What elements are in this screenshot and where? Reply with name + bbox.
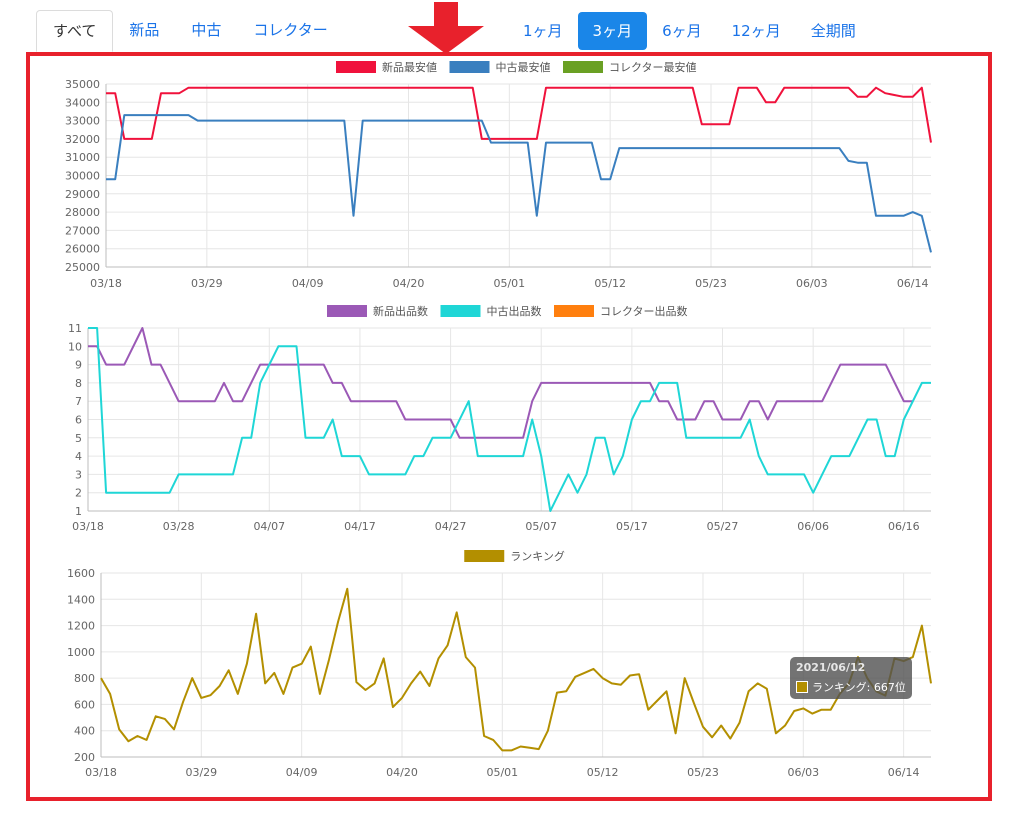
tab-range-all[interactable]: 全期間 (810, 22, 856, 40)
y-tick-label: 35000 (65, 78, 100, 91)
x-tick-label: 05/27 (707, 520, 739, 533)
series-line-0 (88, 327, 913, 439)
y-tick-label: 6 (75, 414, 82, 427)
x-tick-label: 04/20 (386, 766, 418, 779)
legend-label: コレクター最安値 (609, 60, 697, 74)
y-tick-label: 30000 (65, 170, 100, 183)
tooltip-swatch-icon (796, 681, 808, 693)
x-tick-label: 04/09 (286, 766, 318, 779)
tab-collector[interactable]: コレクター (253, 21, 328, 39)
red-arrow-down-icon (408, 2, 484, 54)
y-tick-label: 27000 (65, 224, 100, 237)
series-line-0 (106, 86, 932, 143)
x-tick-label: 05/01 (486, 766, 518, 779)
tooltip-value: ランキング: 667位 (812, 681, 906, 694)
x-tick-label: 05/23 (695, 277, 727, 290)
x-tick-label: 04/27 (435, 520, 467, 533)
x-tick-label: 05/17 (616, 520, 648, 533)
tab-used[interactable]: 中古 (191, 21, 222, 39)
y-tick-label: 200 (74, 751, 95, 764)
y-tick-label: 1200 (67, 620, 95, 633)
y-tick-label: 800 (74, 672, 95, 685)
y-tick-label: 600 (74, 698, 95, 711)
tab-range-12m[interactable]: 12ヶ月 (731, 22, 781, 40)
x-tick-label: 05/07 (525, 520, 557, 533)
y-tick-label: 29000 (65, 188, 100, 201)
x-tick-label: 04/09 (292, 277, 324, 290)
range-tabs: 1ヶ月 3ヶ月 6ヶ月 12ヶ月 全期間 (508, 12, 871, 50)
y-tick-label: 26000 (65, 243, 100, 256)
y-tick-label: 2 (75, 487, 82, 500)
legend-label: 新品最安値 (382, 60, 437, 74)
legend-swatch-1 (449, 61, 490, 73)
series-line-1 (88, 327, 931, 512)
x-tick-label: 06/14 (888, 766, 920, 779)
legend-label: 中古出品数 (487, 304, 542, 318)
x-tick-label: 03/29 (191, 277, 223, 290)
x-tick-label: 03/18 (90, 277, 122, 290)
tab-new[interactable]: 新品 (129, 21, 160, 39)
chart-tooltip: 2021/06/12 ランキング: 667位 (790, 657, 912, 699)
y-tick-label: 8 (75, 377, 82, 390)
x-tick-label: 06/03 (787, 766, 819, 779)
legend-label: コレクター出品数 (600, 304, 688, 318)
y-tick-label: 4 (75, 450, 82, 463)
series-line-1 (106, 114, 932, 253)
tab-range-1m[interactable]: 1ヶ月 (523, 22, 563, 40)
y-tick-label: 31000 (65, 151, 100, 164)
x-tick-label: 03/18 (85, 766, 117, 779)
series-line-0 (100, 587, 932, 752)
y-tick-label: 5 (75, 432, 82, 445)
y-tick-label: 1000 (67, 646, 95, 659)
y-tick-label: 33000 (65, 115, 100, 128)
y-tick-label: 1400 (67, 593, 95, 606)
x-tick-label: 04/17 (344, 520, 376, 533)
y-tick-label: 400 (74, 725, 95, 738)
tooltip-date: 2021/06/12 (796, 661, 866, 674)
y-tick-label: 1600 (67, 567, 95, 580)
y-tick-label: 34000 (65, 96, 100, 109)
x-tick-label: 06/06 (797, 520, 829, 533)
y-tick-label: 3 (75, 468, 82, 481)
legend-swatch-0 (336, 61, 376, 73)
tab-range-3m[interactable]: 3ヶ月 (577, 12, 648, 50)
y-tick-label: 10 (68, 340, 82, 353)
x-tick-label: 06/16 (888, 520, 920, 533)
x-tick-label: 03/18 (72, 520, 104, 533)
legend-swatch-0 (327, 305, 367, 317)
y-tick-label: 9 (75, 359, 82, 372)
x-tick-label: 03/29 (185, 766, 217, 779)
x-tick-label: 05/12 (594, 277, 626, 290)
charts-highlight-frame (26, 52, 992, 801)
top-navigation: すべて 新品 中古 コレクター 1ヶ月 3ヶ月 6ヶ月 12ヶ月 全期間 (0, 0, 1024, 54)
y-tick-label: 32000 (65, 133, 100, 146)
y-tick-label: 11 (68, 322, 82, 335)
x-tick-label: 06/14 (897, 277, 929, 290)
x-tick-label: 06/03 (796, 277, 828, 290)
legend-swatch-0 (464, 550, 505, 562)
condition-tabs: すべて 新品 中古 コレクター (36, 10, 344, 54)
legend-swatch-2 (563, 61, 603, 73)
y-tick-label: 25000 (65, 261, 100, 274)
x-tick-label: 04/20 (393, 277, 425, 290)
x-tick-label: 05/12 (587, 766, 619, 779)
legend-swatch-2 (554, 305, 594, 317)
x-tick-label: 04/07 (253, 520, 285, 533)
legend-label: ランキング (510, 549, 565, 563)
x-tick-label: 03/28 (163, 520, 195, 533)
x-tick-label: 05/01 (493, 277, 525, 290)
y-tick-label: 7 (75, 395, 82, 408)
y-tick-label: 28000 (65, 206, 100, 219)
legend-swatch-1 (440, 305, 481, 317)
tab-all[interactable]: すべて (36, 10, 114, 52)
tab-range-6m[interactable]: 6ヶ月 (662, 22, 702, 40)
legend-label: 中古最安値 (496, 60, 551, 74)
legend-label: 新品出品数 (373, 304, 428, 318)
x-tick-label: 05/23 (687, 766, 719, 779)
y-tick-label: 1 (75, 505, 82, 518)
